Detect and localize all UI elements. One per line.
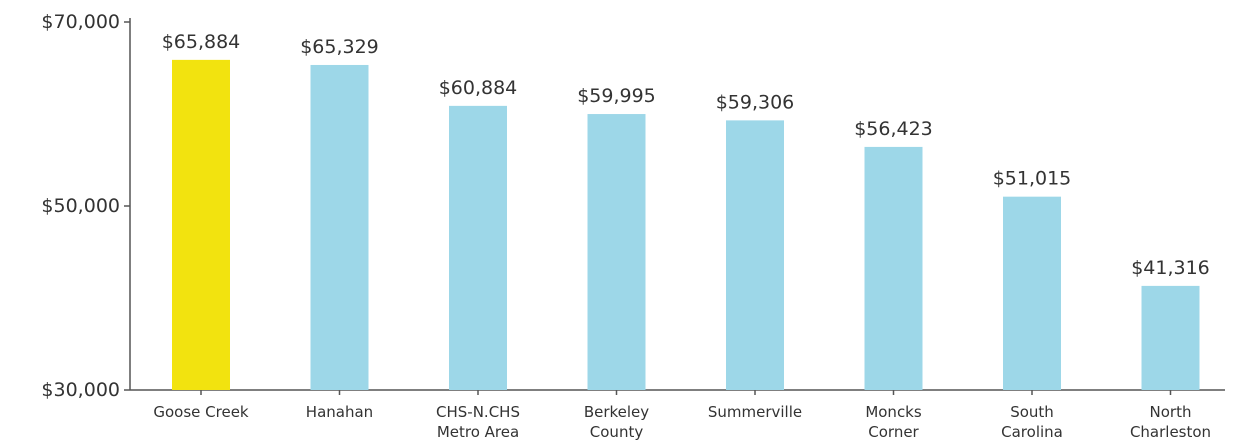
data-label: $59,995 (577, 85, 656, 107)
data-label: $51,015 (993, 168, 1072, 190)
x-tick-label: Metro Area (437, 423, 519, 441)
category-labels-group: Goose Creek Hanahan CHS-N.CHS Metro Area Ber… (153, 390, 1211, 441)
bar (587, 114, 646, 391)
x-tick-label: Moncks (865, 403, 922, 421)
data-label: $56,423 (854, 118, 933, 140)
x-tick-label: CHS-N.CHS (436, 403, 520, 421)
bars-group (172, 59, 1200, 391)
x-tick-label: Carolina (1001, 423, 1063, 441)
y-tick-label: $30,000 (41, 379, 120, 401)
x-tick-label: Berkeley (584, 403, 649, 421)
x-tick-label: Corner (868, 423, 919, 441)
bar (172, 59, 230, 391)
data-label: $65,884 (162, 31, 241, 53)
y-tick-label: $70,000 (41, 11, 120, 33)
bar (1003, 196, 1061, 390)
x-tick-label: Hanahan (306, 403, 373, 421)
data-label: $59,306 (716, 91, 795, 113)
data-label: $41,316 (1131, 257, 1210, 279)
bar (726, 120, 784, 390)
x-tick-label: North (1150, 403, 1192, 421)
data-label: $65,329 (300, 36, 379, 58)
bar (310, 64, 369, 390)
data-label: $60,884 (439, 77, 518, 99)
x-tick-label: Goose Creek (153, 403, 249, 421)
x-tick-label: County (590, 423, 644, 441)
value-labels-group: $65,884 $65,329 $60,884 $59,995 $59,306 $56,4… (162, 31, 1210, 279)
x-tick-label: Charleston (1130, 423, 1211, 441)
bar (449, 105, 507, 391)
x-tick-label: Summerville (708, 403, 802, 421)
bar (864, 146, 923, 390)
x-tick-label: South (1010, 403, 1054, 421)
bar (1141, 285, 1200, 390)
y-tick-label: $50,000 (41, 195, 120, 217)
